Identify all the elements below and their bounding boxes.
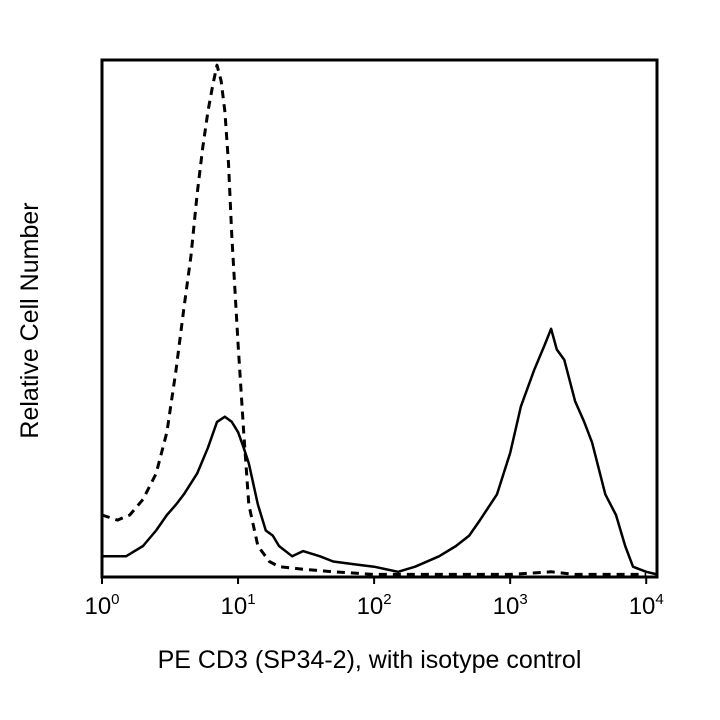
- x-axis-ticks: 100 101 102 103 104: [84, 577, 664, 620]
- plot-frame: [100, 58, 659, 579]
- x-tick-label: 104: [629, 591, 664, 620]
- y-axis-label: Relative Cell Number: [16, 202, 44, 438]
- x-tick-label: 102: [357, 591, 392, 620]
- isotype-control-series-line: [101, 63, 647, 576]
- x-tick-label: 101: [221, 591, 256, 620]
- x-axis-label: PE CD3 (SP34-2), with isotype control: [158, 646, 582, 674]
- x-tick-label: 100: [84, 591, 119, 620]
- plot-area: [101, 63, 658, 576]
- x-tick-label: 103: [493, 591, 528, 620]
- cd3-series-line: [102, 327, 658, 576]
